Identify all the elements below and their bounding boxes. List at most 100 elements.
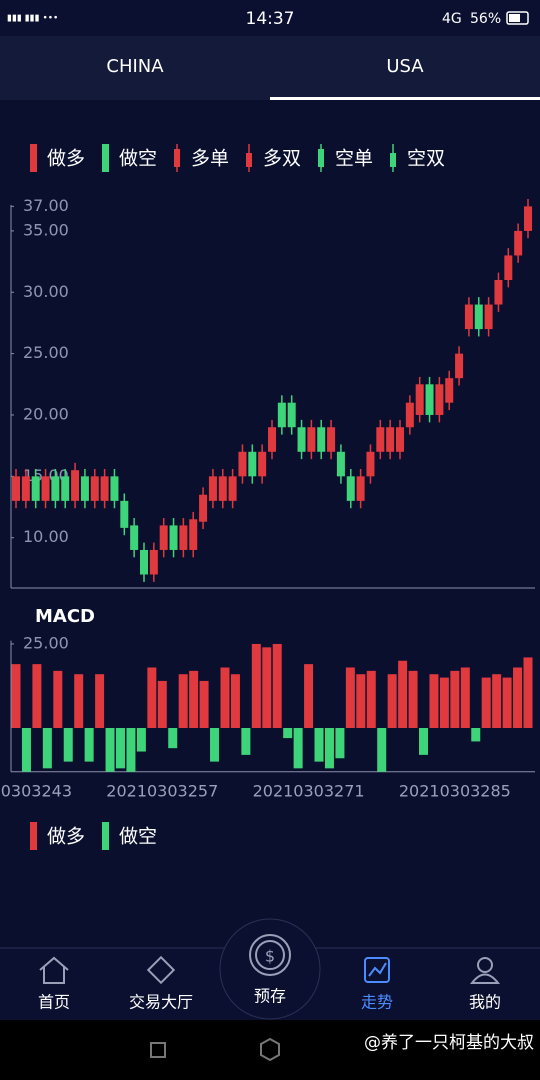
status-network: 4G (442, 11, 462, 27)
candle-body (336, 451, 345, 477)
candle-body (514, 230, 523, 256)
trend-icon (364, 957, 390, 983)
macd-bar (42, 728, 52, 769)
legend-swatch (30, 822, 37, 850)
macd-bar (32, 664, 42, 728)
macd-bar (95, 674, 105, 728)
signal-icon: ▮▮▮ ▮▮▮ ••• (7, 14, 58, 24)
legend-label: 做多 (47, 148, 85, 170)
chart-title: MACD (35, 606, 95, 627)
y-tick-label: 30.00 (23, 282, 69, 301)
x-tick-label: 20210303243 (0, 782, 72, 801)
macd-bar (471, 728, 481, 742)
macd-bar (105, 728, 115, 772)
macd-bar (21, 728, 31, 772)
legend-label: 多单 (191, 148, 229, 170)
candle-body (346, 476, 355, 501)
home-button[interactable] (260, 1037, 280, 1062)
x-tick-label: 20210303257 (106, 782, 218, 801)
candle-body (484, 304, 493, 330)
macd-bar (136, 728, 146, 752)
y-tick-label: 37.00 (23, 196, 69, 215)
macd-bar (387, 674, 397, 728)
candle-body (120, 500, 129, 528)
home-icon (39, 956, 69, 984)
candle-body (218, 476, 227, 501)
legend-label: 做多 (47, 826, 85, 848)
me-body (469, 973, 501, 984)
candle-body (238, 451, 247, 477)
macd-bar (63, 728, 73, 762)
macd-bar (356, 674, 366, 728)
macd-bar (398, 660, 408, 728)
macd-bar (178, 674, 188, 728)
status-bar (0, 0, 540, 36)
macd-bar (11, 664, 21, 728)
legend-swatch (102, 822, 109, 850)
macd-bar (419, 728, 429, 755)
macd-bar (210, 728, 220, 762)
macd-bar (345, 667, 355, 728)
candle-body (435, 384, 444, 415)
legend-swatch (390, 153, 396, 167)
x-tick-label: 20210303285 (399, 782, 511, 801)
macd-bar (220, 667, 230, 728)
candle-body (169, 525, 178, 550)
macd-bar (502, 677, 512, 728)
macd-bar (492, 674, 502, 728)
macd-bar (429, 674, 439, 728)
candle-body (12, 476, 20, 501)
candle-body (297, 427, 306, 452)
candle-body (258, 451, 267, 477)
macd-bar (283, 728, 293, 739)
macd-bar (377, 728, 387, 772)
candle-body (140, 549, 148, 575)
macd-bar (115, 728, 125, 769)
candle-body (51, 476, 60, 501)
macd-bar (126, 728, 136, 772)
candle-body (504, 255, 513, 280)
tab[interactable]: CHINA (106, 56, 164, 77)
macd-bar (168, 728, 178, 749)
deposit-icon (249, 934, 291, 976)
dollar-sign: $ (265, 947, 275, 966)
nav-label[interactable]: 我的 (469, 993, 501, 1012)
me-head (477, 957, 493, 973)
candle-body (277, 402, 286, 428)
candle-body (464, 304, 473, 330)
status-time: 14:37 (246, 9, 295, 29)
macd-bar (293, 728, 303, 769)
tab[interactable]: USA (386, 56, 424, 77)
legend-swatch (30, 144, 37, 172)
macd-bar (523, 657, 533, 728)
tab-bar (0, 36, 540, 100)
candle-body (228, 476, 237, 501)
candle-body (494, 279, 503, 305)
candle-body (425, 384, 434, 415)
candle-body (405, 402, 414, 428)
nav-label[interactable]: 走势 (361, 993, 393, 1012)
candle-body (376, 427, 385, 452)
candle-body (130, 525, 139, 550)
nav-label[interactable]: 首页 (38, 993, 70, 1012)
x-tick-label: 20210303271 (253, 782, 365, 801)
nav-label[interactable]: 交易大厅 (129, 993, 193, 1012)
recent-button[interactable] (150, 1042, 166, 1058)
candle-body (21, 476, 30, 501)
macd-bar (189, 670, 199, 728)
candle-body (80, 476, 89, 501)
candle-body (287, 402, 296, 428)
candle-body (41, 476, 50, 501)
macd-bar (241, 728, 251, 755)
y-tick-label: 35.00 (23, 220, 69, 239)
candle-body (179, 525, 188, 550)
macd-bar (251, 643, 261, 728)
candle-body (71, 470, 80, 501)
candle-body (474, 304, 483, 330)
candle-body (31, 476, 40, 501)
macd-bar (147, 667, 157, 728)
legend-label: 做空 (119, 148, 157, 170)
nav-label[interactable]: 预存 (254, 987, 286, 1006)
status-battery: 56% (470, 11, 501, 27)
macd-bar (460, 667, 470, 728)
